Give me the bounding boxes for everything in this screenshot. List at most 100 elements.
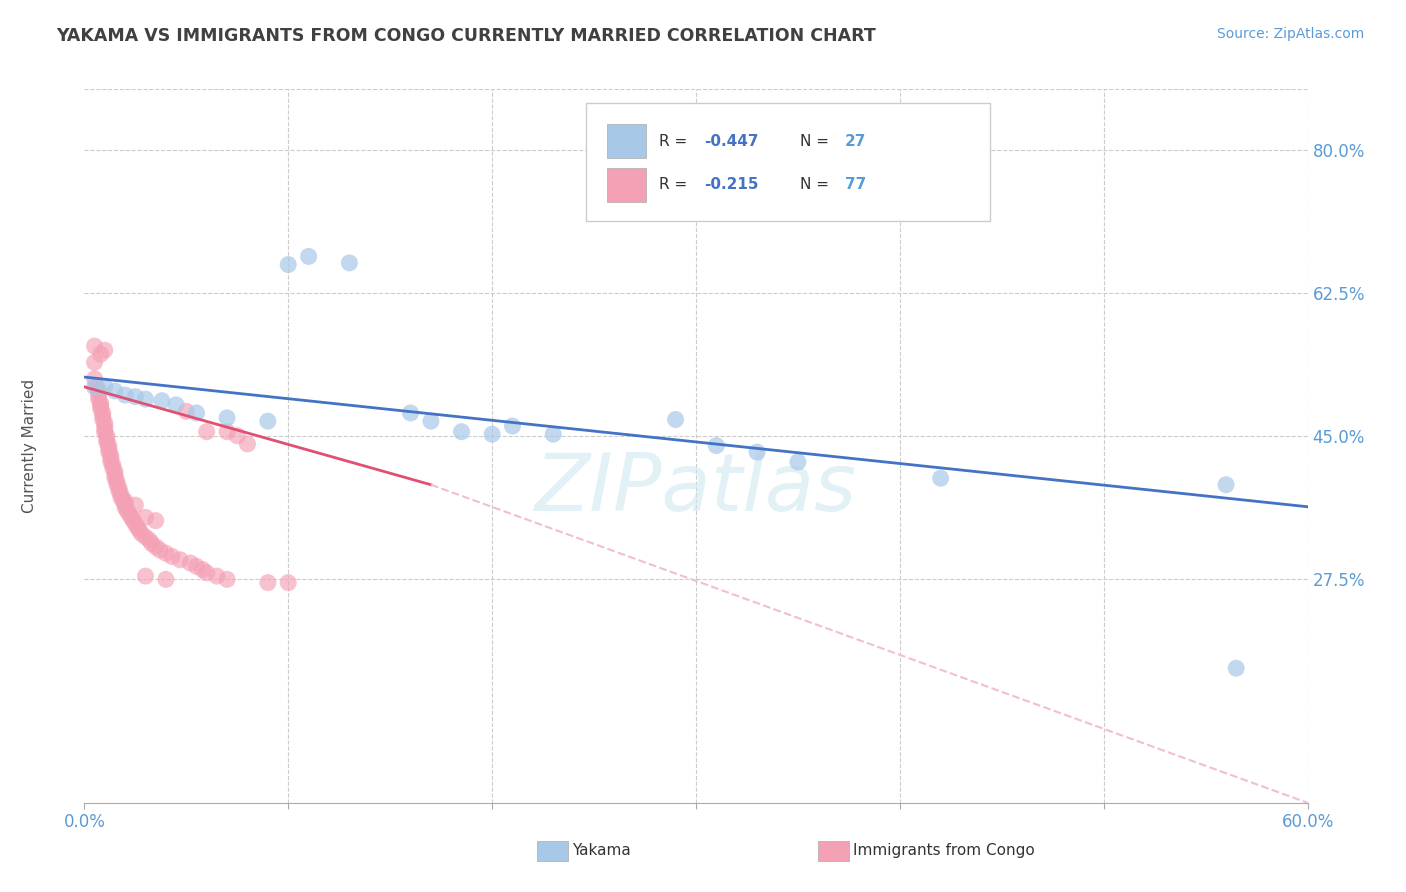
Point (101, 461, 124, 475)
Point (186, 406, 208, 420)
Point (217, 572, 239, 586)
Point (399, 406, 422, 420)
Point (100, 449, 122, 463)
Text: ZIPatlas: ZIPatlas (534, 450, 858, 528)
Point (135, 569, 157, 583)
Point (217, 410, 239, 425)
Point (169, 553, 191, 567)
Point (96, 429, 118, 443)
Point (104, 471, 127, 485)
Point (87, 392, 110, 406)
Text: R =: R = (659, 134, 692, 149)
Point (217, 425, 239, 439)
Point (149, 543, 172, 558)
Text: N =: N = (800, 178, 834, 193)
Point (450, 425, 472, 439)
Text: 27: 27 (845, 134, 866, 149)
Point (145, 514, 167, 528)
FancyBboxPatch shape (606, 124, 645, 159)
Point (787, 455, 810, 469)
Point (104, 465, 127, 479)
Point (502, 419, 524, 434)
Point (257, 575, 280, 590)
Point (87, 388, 110, 402)
Point (155, 546, 177, 560)
Point (108, 484, 131, 499)
Point (100, 455, 122, 469)
Point (205, 569, 228, 583)
Point (120, 510, 142, 524)
Point (93, 380, 117, 394)
Point (90, 399, 112, 413)
Point (176, 404, 198, 418)
Point (105, 475, 128, 489)
Point (114, 497, 136, 511)
Point (191, 563, 214, 577)
Point (298, 249, 321, 263)
Point (91, 412, 114, 426)
Point (665, 412, 688, 426)
Point (104, 384, 127, 398)
Point (929, 471, 952, 485)
Point (179, 556, 201, 570)
Point (101, 458, 124, 472)
Point (83, 339, 105, 353)
Point (96, 432, 118, 446)
Point (124, 516, 146, 531)
Text: Source: ZipAtlas.com: Source: ZipAtlas.com (1216, 27, 1364, 41)
Text: Immigrants from Congo: Immigrants from Congo (853, 844, 1035, 858)
Point (1215, 477, 1237, 491)
Point (105, 477, 128, 491)
Point (141, 536, 163, 550)
FancyBboxPatch shape (586, 103, 990, 221)
Point (420, 414, 443, 428)
Point (118, 507, 141, 521)
Point (706, 439, 728, 453)
Point (135, 510, 157, 524)
Point (165, 398, 187, 412)
Point (93, 419, 117, 434)
Point (86, 380, 108, 394)
Text: R =: R = (659, 178, 692, 193)
Text: Yakama: Yakama (572, 844, 631, 858)
Point (83, 355, 105, 369)
Point (115, 504, 138, 518)
Point (1225, 661, 1247, 675)
Point (93, 425, 117, 440)
Point (195, 566, 218, 580)
Point (83, 380, 105, 394)
Point (93, 343, 117, 358)
Point (257, 414, 280, 428)
Point (114, 500, 136, 515)
Point (145, 540, 167, 554)
Text: Currently Married: Currently Married (22, 379, 37, 513)
Point (236, 437, 259, 451)
Point (138, 533, 160, 548)
Point (155, 572, 177, 586)
Point (112, 494, 135, 508)
Point (131, 526, 153, 541)
Point (93, 422, 117, 436)
Point (93, 416, 117, 430)
Point (87, 384, 110, 398)
Point (91, 406, 114, 420)
Point (122, 514, 145, 528)
Point (481, 427, 503, 442)
Point (226, 429, 249, 443)
Point (277, 258, 299, 272)
Point (186, 559, 208, 574)
Point (114, 388, 136, 402)
Text: N =: N = (800, 134, 834, 149)
Point (124, 498, 146, 512)
Point (97, 442, 120, 456)
Point (96, 435, 118, 450)
Point (127, 520, 149, 534)
Point (97, 445, 120, 459)
Point (97, 439, 120, 453)
Point (277, 575, 299, 590)
Point (135, 392, 157, 406)
Point (160, 549, 183, 564)
Point (124, 390, 146, 404)
Point (100, 451, 122, 466)
Point (104, 467, 127, 482)
